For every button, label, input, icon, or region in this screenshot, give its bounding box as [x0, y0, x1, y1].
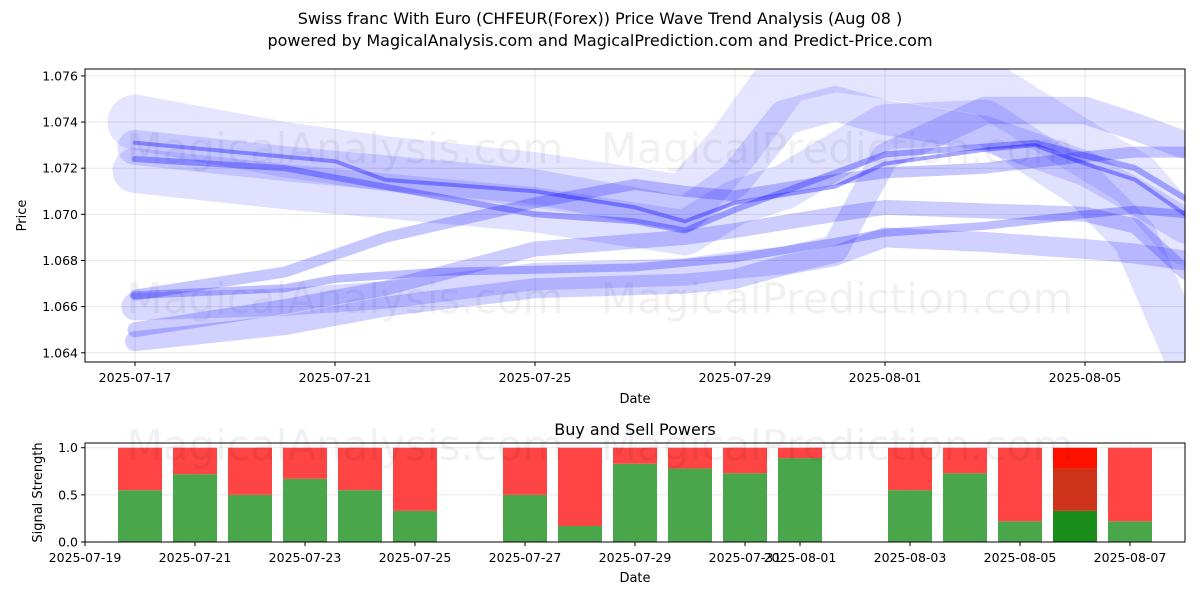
price-x-axis-label: Date	[619, 392, 650, 407]
sell-power-bar	[778, 447, 822, 459]
sell-power-bar	[338, 447, 382, 491]
price-x-tick-label: 2025-07-17	[99, 370, 172, 385]
sell-power-bar	[173, 447, 217, 475]
power-x-tick-label: 2025-07-25	[379, 550, 452, 565]
buy-power-bar	[393, 510, 437, 542]
sell-power-bar	[668, 447, 712, 469]
buy-power-bar	[668, 468, 712, 542]
price-wave-line	[133, 140, 1185, 224]
power-y-tick-label: 0.5	[58, 487, 78, 502]
watermark-text: MagicalPrediction.com	[601, 421, 1074, 470]
buy-power-bar	[228, 494, 272, 542]
watermark-text: MagicalPrediction.com	[601, 274, 1074, 323]
price-plot-area	[85, 69, 1185, 362]
buy-power-bar	[778, 458, 822, 542]
sell-power-bar	[723, 447, 767, 474]
power-x-tick-label: 2025-07-27	[489, 550, 562, 565]
price-wave-line	[132, 139, 1185, 234]
price-x-tick-label: 2025-08-01	[849, 370, 922, 385]
price-x-tick-label: 2025-08-05	[1049, 370, 1122, 385]
sell-power-bar	[1053, 447, 1097, 469]
sell-power-bar	[998, 447, 1042, 522]
power-y-axis-label: Signal Strength	[31, 442, 46, 542]
watermark-text: MagicalAnalysis.com	[127, 274, 564, 323]
sell-power-bar	[1053, 468, 1097, 511]
chart-subtitle: powered by MagicalAnalysis.com and Magic…	[267, 31, 933, 50]
price-y-tick-label: 1.064	[42, 345, 78, 360]
price-series-group	[107, 69, 1185, 362]
sell-power-bar	[283, 447, 327, 479]
buy-power-bar	[613, 463, 657, 542]
buy-power-bar	[338, 490, 382, 542]
buy-power-bar	[503, 494, 547, 542]
sell-power-bar	[1108, 447, 1152, 522]
price-wave-line	[112, 99, 1185, 362]
buy-power-bar	[888, 490, 932, 542]
price-wave-line	[121, 96, 1185, 321]
power-x-tick-label: 2025-08-07	[1094, 550, 1167, 565]
price-y-axis-label: Price	[15, 200, 30, 232]
price-wave-line	[131, 205, 1185, 300]
power-x-axis-label: Date	[619, 571, 650, 586]
price-plot-frame	[84, 68, 1186, 363]
buy-power-bar	[998, 521, 1042, 542]
price-wave-line	[125, 227, 1185, 352]
power-chart-title: Buy and Sell Powers	[554, 420, 716, 439]
buy-power-bar	[1108, 521, 1152, 542]
buy-power-bar	[723, 473, 767, 542]
sell-power-bar	[888, 447, 932, 491]
buy-power-bar	[558, 525, 602, 542]
price-wave-line	[117, 86, 1185, 244]
price-y-tick-label: 1.074	[42, 115, 78, 130]
watermark-text: MagicalAnalysis.com	[127, 124, 564, 173]
watermark-text: MagicalAnalysis.com	[127, 421, 564, 470]
price-x-tick-label: 2025-07-29	[699, 370, 772, 385]
sell-power-bar	[943, 447, 987, 474]
buy-power-bar	[118, 490, 162, 542]
buy-power-bar	[173, 474, 217, 542]
buy-power-bar	[1053, 510, 1097, 542]
power-x-tick-label: 2025-07-31	[709, 550, 782, 565]
sell-power-bar	[393, 447, 437, 511]
power-x-tick-label: 2025-08-03	[874, 550, 947, 565]
power-y-tick-label: 1.0	[58, 440, 78, 455]
chart-title: Swiss franc With Euro (CHFEUR(Forex)) Pr…	[297, 9, 903, 28]
sell-power-bar	[558, 447, 602, 526]
power-x-tick-label: 2025-07-19	[49, 550, 122, 565]
buy-power-bar	[283, 478, 327, 542]
price-y-tick-label: 1.070	[42, 207, 78, 222]
price-x-tick-label: 2025-07-25	[499, 370, 572, 385]
price-y-tick-label: 1.072	[42, 161, 78, 176]
sell-power-bar	[613, 447, 657, 464]
power-x-tick-label: 2025-07-23	[269, 550, 342, 565]
sell-power-bar	[228, 447, 272, 495]
power-x-tick-label: 2025-08-01	[764, 550, 837, 565]
sell-power-bar	[118, 447, 162, 491]
price-y-tick-label: 1.068	[42, 253, 78, 268]
buy-power-bar	[943, 473, 987, 542]
price-y-tick-label: 1.066	[42, 299, 78, 314]
sell-power-bar	[503, 447, 547, 495]
price-wave-line	[127, 199, 1185, 338]
price-y-tick-label: 1.076	[42, 68, 78, 83]
price-wave-line	[107, 69, 1185, 265]
price-x-tick-label: 2025-07-21	[299, 370, 372, 385]
watermark-text: MagicalPrediction.com	[601, 124, 1074, 173]
power-x-tick-label: 2025-07-21	[159, 550, 232, 565]
power-x-tick-label: 2025-07-29	[599, 550, 672, 565]
power-x-tick-label: 2025-08-05	[984, 550, 1057, 565]
power-y-tick-label: 0.0	[58, 535, 78, 550]
price-wave-line	[129, 146, 1185, 301]
